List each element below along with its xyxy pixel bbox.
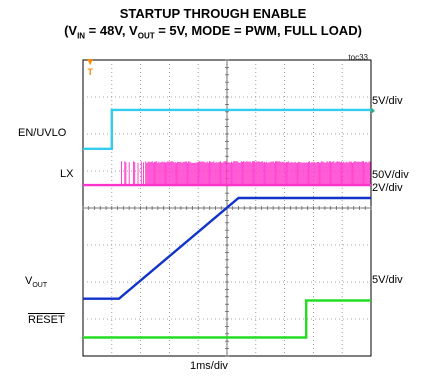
vout-trace bbox=[83, 196, 371, 300]
vout-label: VOUT bbox=[25, 275, 48, 290]
lx-label: LX bbox=[60, 168, 74, 180]
trigger-marker-arrow bbox=[87, 59, 94, 65]
en-uvlo-trace bbox=[83, 108, 371, 151]
en-uvlo-label: EN/UVLO bbox=[18, 127, 67, 139]
figure-tag: toc33 bbox=[348, 53, 368, 62]
lx-switching-trace bbox=[119, 161, 371, 186]
chart-subtitle: (VIN = 48V, VOUT = 5V, MODE = PWM, FULL … bbox=[64, 23, 362, 41]
vout-scale-label: 2V/div bbox=[372, 182, 403, 194]
reset-trace bbox=[83, 299, 371, 339]
channel-marker bbox=[371, 106, 375, 114]
reset-label: RESET bbox=[28, 314, 65, 326]
trigger-marker-label: T bbox=[87, 67, 93, 77]
x-axis-label: 1ms/div bbox=[190, 360, 228, 372]
lx-scale-label: 50V/div bbox=[372, 169, 409, 181]
reset-scale-label: 5V/div bbox=[372, 274, 403, 286]
en-uvlo-scale-label: 5V/div bbox=[372, 95, 403, 107]
chart-title: STARTUP THROUGH ENABLE bbox=[119, 6, 307, 21]
